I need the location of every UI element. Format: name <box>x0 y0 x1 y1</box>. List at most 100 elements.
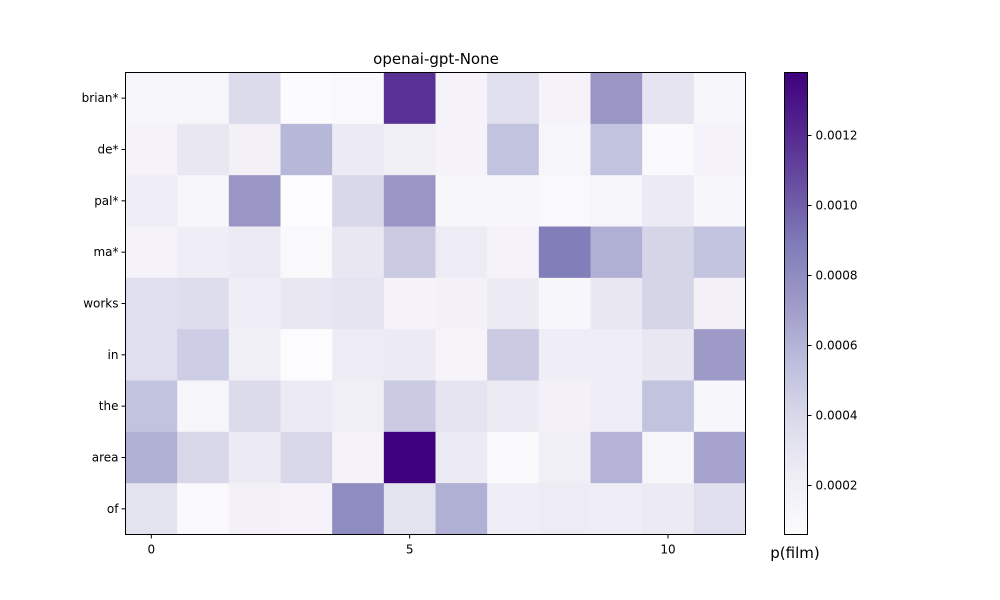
colorbar-tick-label: 0.0012 <box>816 129 858 143</box>
colorbar-label: p(film) <box>770 544 819 562</box>
heatmap-cell <box>383 123 436 176</box>
heatmap-cell <box>125 226 178 279</box>
x-tick-label: 0 <box>148 543 156 557</box>
heatmap-cell <box>332 277 385 330</box>
heatmap-cell <box>538 123 591 176</box>
heatmap-cell <box>228 175 281 227</box>
heatmap-cell <box>538 175 591 227</box>
y-tick-label: de* <box>98 143 119 157</box>
heatmap-cell <box>487 483 540 535</box>
heatmap-cell <box>280 431 333 484</box>
heatmap-cell <box>435 431 488 484</box>
heatmap-cell <box>487 226 540 279</box>
heatmap-cell <box>487 72 540 125</box>
heatmap-cell <box>125 175 178 227</box>
heatmap-cell <box>177 483 230 535</box>
heatmap-cell <box>332 72 385 125</box>
heatmap-cell <box>383 226 436 279</box>
heatmap-cell <box>125 277 178 330</box>
heatmap-cell <box>177 431 230 484</box>
y-tick-label: ma* <box>93 245 118 259</box>
heatmap-cell <box>383 431 436 484</box>
heatmap-cell <box>538 329 591 381</box>
heatmap-cell <box>487 123 540 176</box>
heatmap-cell <box>332 431 385 484</box>
heatmap-cell <box>642 72 695 125</box>
heatmap-cell <box>332 175 385 227</box>
heatmap-cell <box>125 483 178 535</box>
heatmap-cell <box>177 277 230 330</box>
heatmap-cell <box>590 431 643 484</box>
y-tick-label: works <box>83 297 118 311</box>
heatmap-cell <box>590 175 643 227</box>
heatmap-cell <box>693 431 746 484</box>
heatmap-cell <box>332 380 385 433</box>
heatmap-cell <box>435 483 488 535</box>
y-tick-label: of <box>107 502 119 516</box>
heatmap-cell <box>177 123 230 176</box>
heatmap-cell <box>642 431 695 484</box>
y-tick-label: pal* <box>94 194 118 208</box>
heatmap-cell <box>590 277 643 330</box>
heatmap-cell <box>435 277 488 330</box>
heatmap-cell <box>280 72 333 125</box>
colorbar-tick-label: 0.0008 <box>816 269 858 283</box>
heatmap-cell <box>125 329 178 381</box>
heatmap-cell <box>228 431 281 484</box>
heatmap-cell <box>435 380 488 433</box>
heatmap-cell <box>228 380 281 433</box>
heatmap-cell <box>280 329 333 381</box>
heatmap-cell <box>693 72 746 125</box>
heatmap-cell <box>228 226 281 279</box>
heatmap-cell <box>693 123 746 176</box>
heatmap-cell <box>642 123 695 176</box>
heatmap-cell <box>435 175 488 227</box>
y-tick-label: brian* <box>82 91 119 105</box>
colorbar <box>784 72 808 535</box>
heatmap-cell <box>538 72 591 125</box>
heatmap-cell <box>280 380 333 433</box>
y-tick-label: in <box>108 348 119 362</box>
heatmap-cell <box>693 483 746 535</box>
heatmap-cell <box>590 72 643 125</box>
heatmap-cell <box>383 380 436 433</box>
colorbar-tick-label: 0.0006 <box>816 339 858 353</box>
heatmap-cell <box>538 483 591 535</box>
heatmap-cell <box>693 277 746 330</box>
heatmap-cell <box>280 175 333 227</box>
heatmap-cell <box>177 380 230 433</box>
heatmap-cell <box>642 277 695 330</box>
heatmap-cell <box>642 226 695 279</box>
heatmap-cell <box>590 226 643 279</box>
heatmap-cell <box>693 380 746 433</box>
heatmap-cell <box>383 277 436 330</box>
heatmap-cell <box>383 72 436 125</box>
heatmap-cell <box>177 329 230 381</box>
heatmap-cell <box>693 329 746 381</box>
heatmap-cell <box>332 329 385 381</box>
heatmap-cells <box>125 72 746 535</box>
heatmap-cell <box>642 329 695 381</box>
y-tick-label: area <box>92 451 119 465</box>
heatmap-cell <box>435 123 488 176</box>
heatmap-cell <box>435 72 488 125</box>
heatmap-cell <box>125 431 178 484</box>
heatmap-cell <box>590 329 643 381</box>
heatmap-cell <box>538 226 591 279</box>
heatmap-cell <box>693 226 746 279</box>
heatmap-cell <box>642 175 695 227</box>
colorbar-tick-label: 0.0002 <box>816 479 858 493</box>
heatmap-cell <box>125 123 178 176</box>
heatmap-cell <box>487 329 540 381</box>
heatmap-cell <box>590 380 643 433</box>
heatmap-cell <box>280 483 333 535</box>
heatmap-cell <box>177 175 230 227</box>
heatmap-cell <box>228 483 281 535</box>
heatmap-cell <box>538 277 591 330</box>
heatmap-cell <box>177 72 230 125</box>
x-tick-label: 5 <box>406 543 414 557</box>
heatmap-cell <box>228 277 281 330</box>
colorbar-ticks: 0.0002 0.0004 0.0006 0.0008 0.0010 0.0012 <box>807 129 858 493</box>
heatmap-cell <box>487 277 540 330</box>
